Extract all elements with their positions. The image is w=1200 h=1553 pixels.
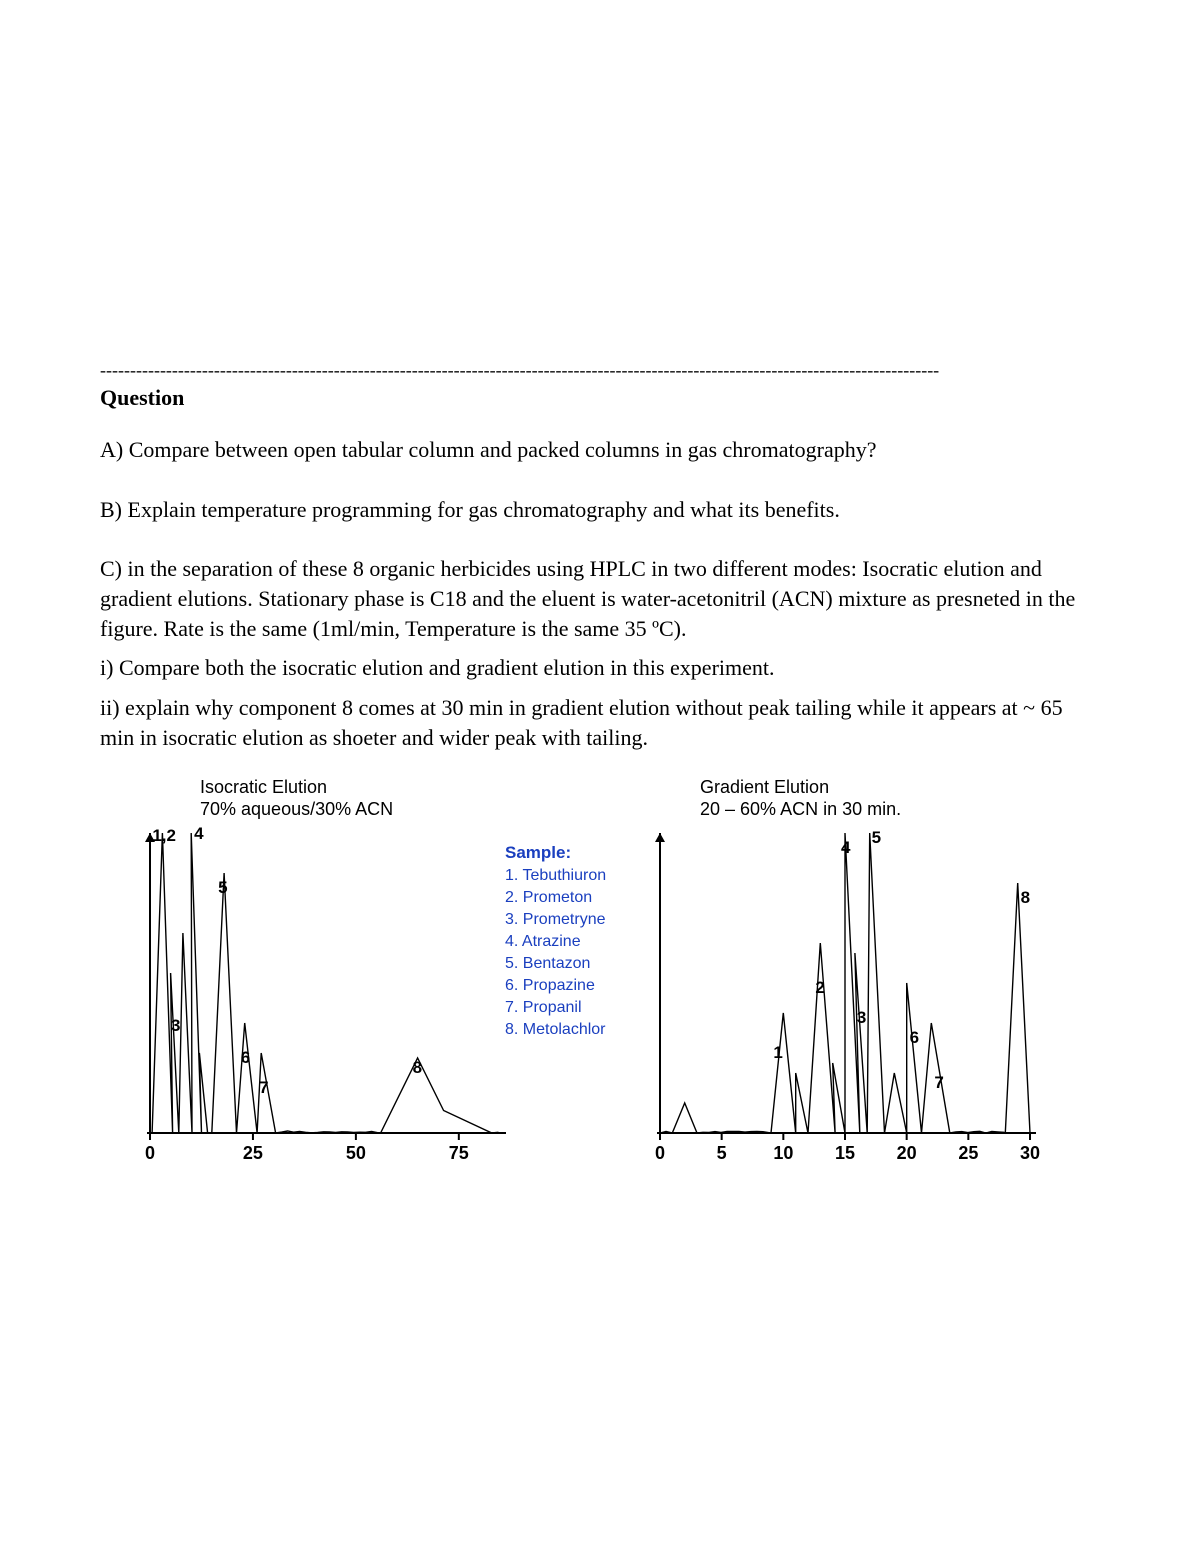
svg-text:8: 8 — [413, 1058, 422, 1077]
svg-text:3. Prometryne: 3. Prometryne — [505, 911, 606, 928]
svg-text:8. Metolachlor: 8. Metolachlor — [505, 1021, 606, 1038]
chromatogram-figure: Isocratic Elution70% aqueous/30% ACN Grad… — [100, 763, 1100, 1193]
svg-text:75: 75 — [449, 1143, 469, 1163]
svg-text:30: 30 — [1020, 1143, 1040, 1163]
svg-text:5: 5 — [717, 1143, 727, 1163]
svg-text:20 – 60% ACN in 30 min.: 20 – 60% ACN in 30 min. — [700, 799, 901, 819]
svg-text:0: 0 — [655, 1143, 665, 1163]
svg-text:4. Atrazine: 4. Atrazine — [505, 933, 581, 950]
svg-text:5. Bentazon: 5. Bentazon — [505, 955, 590, 972]
part-c-i-text: i) Compare both the isocratic elution an… — [100, 653, 1100, 683]
svg-text:5: 5 — [872, 828, 881, 847]
part-c-ii-text: ii) explain why component 8 comes at 30 … — [100, 693, 1100, 752]
svg-text:8: 8 — [1021, 888, 1030, 907]
svg-text:Isocratic Elution: Isocratic Elution — [200, 777, 327, 797]
svg-text:Gradient Elution: Gradient Elution — [700, 777, 829, 797]
svg-text:2. Prometon: 2. Prometon — [505, 889, 592, 906]
svg-text:20: 20 — [897, 1143, 917, 1163]
svg-text:4: 4 — [194, 824, 204, 843]
svg-text:7: 7 — [259, 1078, 268, 1097]
svg-text:7. Propanil: 7. Propanil — [505, 999, 582, 1016]
svg-text:1,2: 1,2 — [152, 826, 176, 845]
part-c-text: C) in the separation of these 8 organic … — [100, 554, 1100, 643]
question-heading: Question — [100, 385, 1100, 411]
chromatogram-svg: Isocratic Elution70% aqueous/30% ACN Grad… — [100, 763, 1100, 1193]
svg-text:6: 6 — [241, 1048, 250, 1067]
svg-text:7: 7 — [934, 1073, 943, 1092]
part-b-text: B) Explain temperature programming for g… — [100, 495, 1100, 525]
svg-text:Sample:: Sample: — [505, 843, 571, 862]
svg-text:25: 25 — [243, 1143, 263, 1163]
svg-text:1: 1 — [773, 1043, 782, 1062]
svg-text:1. Tebuthiuron: 1. Tebuthiuron — [505, 867, 606, 884]
svg-text:3: 3 — [857, 1008, 866, 1027]
part-a-text: A) Compare between open tabular column a… — [100, 435, 1100, 465]
svg-text:6. Propazine: 6. Propazine — [505, 977, 595, 994]
svg-text:10: 10 — [773, 1143, 793, 1163]
svg-text:25: 25 — [958, 1143, 978, 1163]
svg-text:15: 15 — [835, 1143, 855, 1163]
svg-text:5: 5 — [218, 878, 227, 897]
svg-text:4: 4 — [841, 838, 851, 857]
svg-text:70% aqueous/30% ACN: 70% aqueous/30% ACN — [200, 799, 393, 819]
svg-text:50: 50 — [346, 1143, 366, 1163]
page: ----------------------------------------… — [0, 0, 1200, 1253]
svg-text:6: 6 — [910, 1028, 919, 1047]
svg-text:2: 2 — [815, 978, 824, 997]
svg-text:3: 3 — [171, 1016, 180, 1035]
divider-line: ----------------------------------------… — [100, 360, 1100, 381]
svg-text:0: 0 — [145, 1143, 155, 1163]
